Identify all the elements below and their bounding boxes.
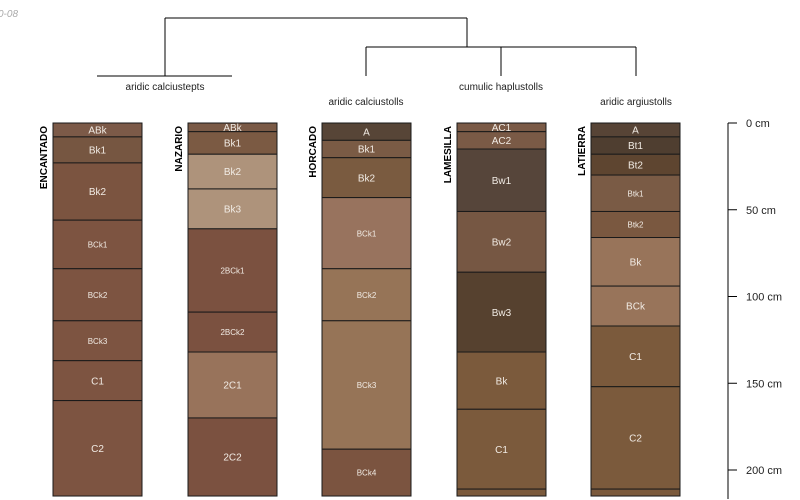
soil-profiles: ENCANTADO ABkBk1Bk2BCk1BCk2BCk3C1C2NAZARI…: [39, 122, 681, 497]
horizon-block: [52, 360, 143, 402]
horizon-label: A: [632, 126, 639, 137]
horizon-label: Bt1: [628, 141, 643, 152]
depth-tick-label: 50 cm: [746, 205, 776, 217]
horizon-label: C2: [629, 434, 642, 445]
horizon-label: BCk2: [88, 291, 108, 300]
depth-tick-label: 0 cm: [746, 118, 770, 130]
horizon-block: [321, 320, 412, 450]
depth-tick-label: 100 cm: [746, 292, 782, 304]
horizon-label: BCk3: [357, 381, 377, 390]
profile-lamesilla: LAMESILLA AC1 AC2 Bw1 Bw2 Bw3 Bk C1: [443, 122, 547, 497]
profile-name: LATIERRA: [577, 126, 588, 176]
horizon-block: [321, 197, 412, 270]
horizon-label: BCk2: [357, 291, 377, 300]
horizon-block: [456, 488, 547, 497]
horizon-label: BCk1: [88, 241, 108, 250]
horizon-label: ABk: [88, 126, 107, 137]
horizon-label: BCk4: [357, 469, 377, 478]
profile-name: LAMESILLA: [443, 126, 454, 183]
horizon-label: Bt2: [628, 160, 643, 171]
depth-tick-label: 150 cm: [746, 378, 782, 390]
profile-latierra: LATIERRA A Bt1 Bt2 Btk1 Btk2 Bk BCk C1 C2: [577, 122, 681, 497]
horizon-block: [52, 219, 143, 270]
group-label: aridic calciustepts: [126, 82, 205, 93]
horizon-block: [321, 268, 412, 322]
horizon-label: BCk3: [88, 337, 108, 346]
horizon-label: AC2: [492, 136, 512, 147]
depth-axis: 0 cm 50 cm 100 cm 150 cm 200 cm: [727, 118, 782, 499]
horizon-block: [590, 488, 681, 497]
horizon-block: [52, 136, 143, 164]
horizon-label: C1: [495, 445, 508, 456]
horizon-block: [187, 228, 278, 313]
horizon-label: Btk2: [627, 221, 644, 230]
horizon-label: Bk2: [224, 167, 242, 178]
horizon-block: [187, 417, 278, 497]
horizon-label: ABk: [223, 123, 242, 134]
horizon-block: [52, 400, 143, 497]
horizon-block: [456, 148, 547, 212]
horizon-block: [590, 210, 681, 239]
horizon-label: BCk: [626, 302, 646, 313]
horizon-block: [187, 351, 278, 419]
horizon-block: [456, 351, 547, 410]
horizon-label: C1: [91, 376, 104, 387]
group-label: aridic argiustolls: [600, 97, 672, 108]
horizon-block: [52, 268, 143, 322]
horizon-label: Bk1: [89, 146, 107, 157]
horizon-block: [321, 448, 412, 497]
horizon-label: 2C1: [223, 381, 242, 392]
horizon-block: [52, 162, 143, 221]
horizon-label: Bw3: [492, 308, 512, 319]
horizon-label: 2BCk2: [220, 328, 245, 337]
horizon-block: [590, 285, 681, 327]
horizon-block: [456, 408, 547, 490]
horizon-label: Bk: [630, 257, 643, 268]
horizon-block: [187, 188, 278, 230]
profile-horcado: HORCADO A Bk1 Bk2 BCk1 BCk2 BCk3 BCk4: [308, 122, 412, 497]
corner-date-text: 0-08: [0, 9, 18, 20]
horizon-label: Bk1: [358, 145, 376, 156]
horizon-block: [456, 210, 547, 273]
profile-name: HORCADO: [308, 126, 319, 178]
depth-tick-label: 200 cm: [746, 465, 782, 477]
horizon-label: Bk3: [224, 205, 242, 216]
horizon-block: [590, 325, 681, 388]
horizon-label: 2C2: [223, 453, 242, 464]
horizon-label: Bw1: [492, 176, 512, 187]
taxonomic-group-labels: aridic calciustepts aridic calciustolls …: [126, 82, 672, 108]
horizon-block: [590, 174, 681, 212]
horizon-block: [456, 271, 547, 353]
profile-name: ENCANTADO: [39, 126, 50, 189]
horizon-label: 2BCk1: [220, 267, 245, 276]
horizon-block: [52, 320, 143, 362]
horizon-label: C2: [91, 444, 104, 455]
horizon-label: BCk1: [357, 229, 377, 238]
dendrogram: [97, 17, 637, 77]
horizon-label: Bw2: [492, 237, 512, 248]
horizon-block: [187, 311, 278, 353]
horizon-label: Bk: [496, 376, 509, 387]
horizon-label: Btk1: [627, 189, 644, 198]
profile-nazario: NAZARIO ABk Bk1 Bk2 Bk3 2BCk1 2BCk2 2C1 2C2: [174, 122, 278, 497]
horizon-block: [321, 157, 412, 199]
horizon-label: AC1: [492, 123, 512, 134]
horizon-label: C1: [629, 352, 642, 363]
horizon-label: Bk2: [358, 173, 376, 184]
profile-encantado: ENCANTADO ABk Bk1 Bk2 BCk1 BCk2 BCk3 C1 C2: [39, 122, 143, 497]
group-label: cumulic haplustolls: [459, 82, 543, 93]
horizon-label: Bk1: [224, 139, 242, 150]
group-label: aridic calciustolls: [328, 97, 403, 108]
horizon-label: Bk2: [89, 187, 107, 198]
horizon-label: A: [363, 127, 370, 138]
profile-name: NAZARIO: [174, 126, 185, 172]
